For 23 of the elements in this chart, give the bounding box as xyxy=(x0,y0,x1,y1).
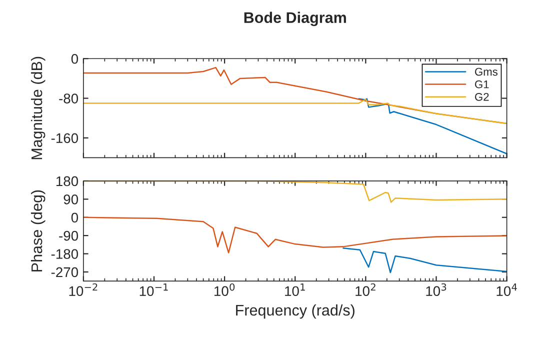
x-tick-label: 10$^{0}$ xyxy=(214,283,235,296)
y-axis-title: Phase (deg) xyxy=(30,190,46,272)
y-tick-label: -180 xyxy=(51,249,78,259)
y-tick-label: -270 xyxy=(51,267,78,278)
x-tick-label: 10$^{3}$ xyxy=(426,283,446,296)
x-axis-title: Frequency (rad/s) xyxy=(236,304,354,319)
y-tick-label: 0 xyxy=(71,212,78,223)
y-tick-label: -80 xyxy=(59,94,78,104)
x-tick-label: 10$^{2}$ xyxy=(356,283,376,296)
y-tick-label: -90 xyxy=(59,230,78,241)
y-tick-label: 180 xyxy=(56,176,78,186)
legend-label: G2 xyxy=(475,92,489,101)
x-tick-label: 10$^{−2}$ xyxy=(69,283,98,296)
y-tick-label: 0 xyxy=(71,54,78,64)
y-tick-label: 90 xyxy=(64,194,78,204)
y-tick-label: -160 xyxy=(51,133,78,144)
x-tick-label: 10$^{1}$ xyxy=(285,283,305,296)
x-tick-label: 10$^{−1}$ xyxy=(140,283,168,296)
x-tick-label: 10$^{4}$ xyxy=(496,283,517,296)
y-axis-title: Magnitude (dB) xyxy=(30,56,46,160)
legend-label: G1 xyxy=(475,80,489,88)
chart-title: Bode Diagram xyxy=(244,12,346,26)
legend-label: Gms xyxy=(475,68,498,76)
